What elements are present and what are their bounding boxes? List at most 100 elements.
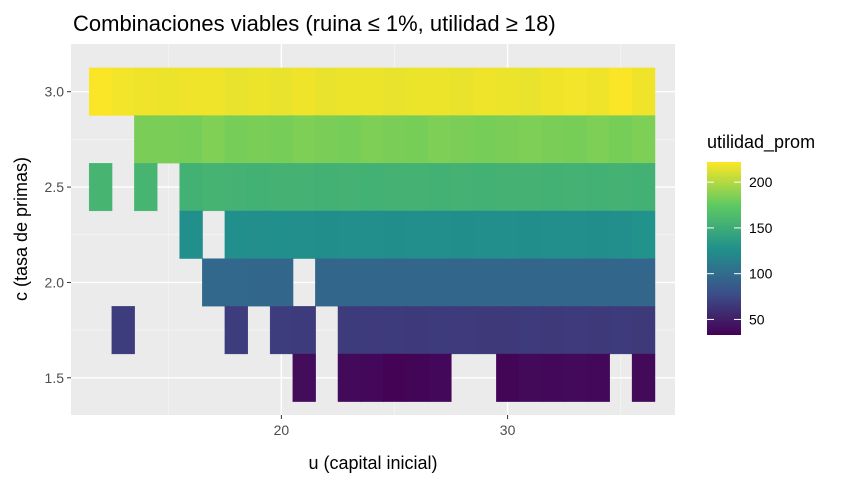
heatmap-tile [247,258,271,307]
legend-tick-label: 200 [749,174,773,190]
heatmap-tile [496,353,520,402]
heatmap-tile [564,306,588,355]
heatmap-tile [111,306,135,355]
heatmap-tile [450,306,475,355]
heatmap-tile [496,163,520,212]
heatmap-tile [337,163,362,212]
heatmap-tile [518,210,543,259]
heatmap-tile [292,115,316,164]
heatmap-tile [473,258,497,307]
heatmap-tile [156,115,181,164]
heatmap-tile [360,210,384,259]
heatmap-tile [383,163,407,212]
heatmap-tile [541,115,565,164]
heatmap-tile [247,67,271,116]
heatmap-tile [609,115,633,164]
heatmap-tile [360,306,384,355]
heatmap-tile [405,210,429,259]
y-tick-label: 2.0 [45,274,65,290]
heatmap-tile [541,163,565,212]
heatmap-tile [315,67,339,116]
heatmap-tile [609,210,633,259]
heatmap-tile [315,210,339,259]
heatmap-tile [496,67,520,116]
y-tick-label: 2.5 [45,179,65,195]
heatmap-tile [269,258,294,307]
heatmap-tile [496,210,520,259]
heatmap-tile [586,210,610,259]
heatmap-tile [609,163,633,212]
heatmap-tile [88,67,113,116]
heatmap-tile [156,67,181,116]
heatmap-tile [541,258,565,307]
heatmap-tile [383,210,407,259]
heatmap-tile [428,163,452,212]
heatmap-tile [428,306,452,355]
x-tick-label: 30 [500,422,516,438]
heatmap-tile [134,163,158,212]
heatmap-tile [179,67,203,116]
heatmap-tile [609,258,633,307]
heatmap-tile [337,115,362,164]
heatmap-tile [473,115,497,164]
heatmap-tile [224,115,249,164]
heatmap-tile [496,258,520,307]
heatmap-tile [88,163,113,212]
heatmap-tile [473,306,497,355]
heatmap-tile [564,258,588,307]
heatmap-tile [586,353,610,402]
heatmap-tile [450,163,475,212]
heatmap-tile [269,115,294,164]
heatmap-tile [360,67,384,116]
heatmap-tile [224,258,249,307]
heatmap-tile [564,353,588,402]
heatmap-tile [292,163,316,212]
heatmap-tile [360,163,384,212]
heatmap-tile [202,258,226,307]
heatmap-tile [631,210,656,259]
heatmap-tile [450,258,475,307]
heatmap-tile [315,163,339,212]
heatmap-tile [224,163,249,212]
heatmap-tile [405,353,429,402]
heatmap-tile [541,353,565,402]
heatmap-tile [269,163,294,212]
heatmap-tile [473,67,497,116]
heatmap-tile [586,67,610,116]
heatmap-tile [428,115,452,164]
heatmap-tile [631,67,656,116]
axes: 20 30 1.5 2.0 2.5 3.0 [45,84,516,438]
heatmap-tile [269,67,294,116]
heatmap-tile [383,353,407,402]
heatmap-tile [247,210,271,259]
heatmap-tile [518,306,543,355]
heatmap-tile [428,353,452,402]
heatmap-tile [450,67,475,116]
heatmap-tile [586,306,610,355]
heatmap-tile [586,163,610,212]
heatmap-tile [315,115,339,164]
legend-colorbar [707,162,741,335]
heatmap-tile [383,67,407,116]
heatmap-tile [541,210,565,259]
y-tick-label: 3.0 [45,84,65,100]
heatmap-tile [179,115,203,164]
heatmap-tile [631,306,656,355]
heatmap-tile [586,115,610,164]
heatmap-tile [247,163,271,212]
heatmap-tile [292,210,316,259]
heatmap-tile [496,306,520,355]
heatmap-tile [518,67,543,116]
y-axis-title: c (tasa de primas) [11,157,31,301]
heatmap-tile [134,67,158,116]
heatmap-tile [564,67,588,116]
heatmap-tile [564,163,588,212]
heatmap-tile [631,258,656,307]
heatmap-tile [473,210,497,259]
heatmap-tile [360,353,384,402]
heatmap-tile [360,115,384,164]
heatmap-tile [428,210,452,259]
heatmap-tile [541,67,565,116]
heatmap-tile [315,258,339,307]
